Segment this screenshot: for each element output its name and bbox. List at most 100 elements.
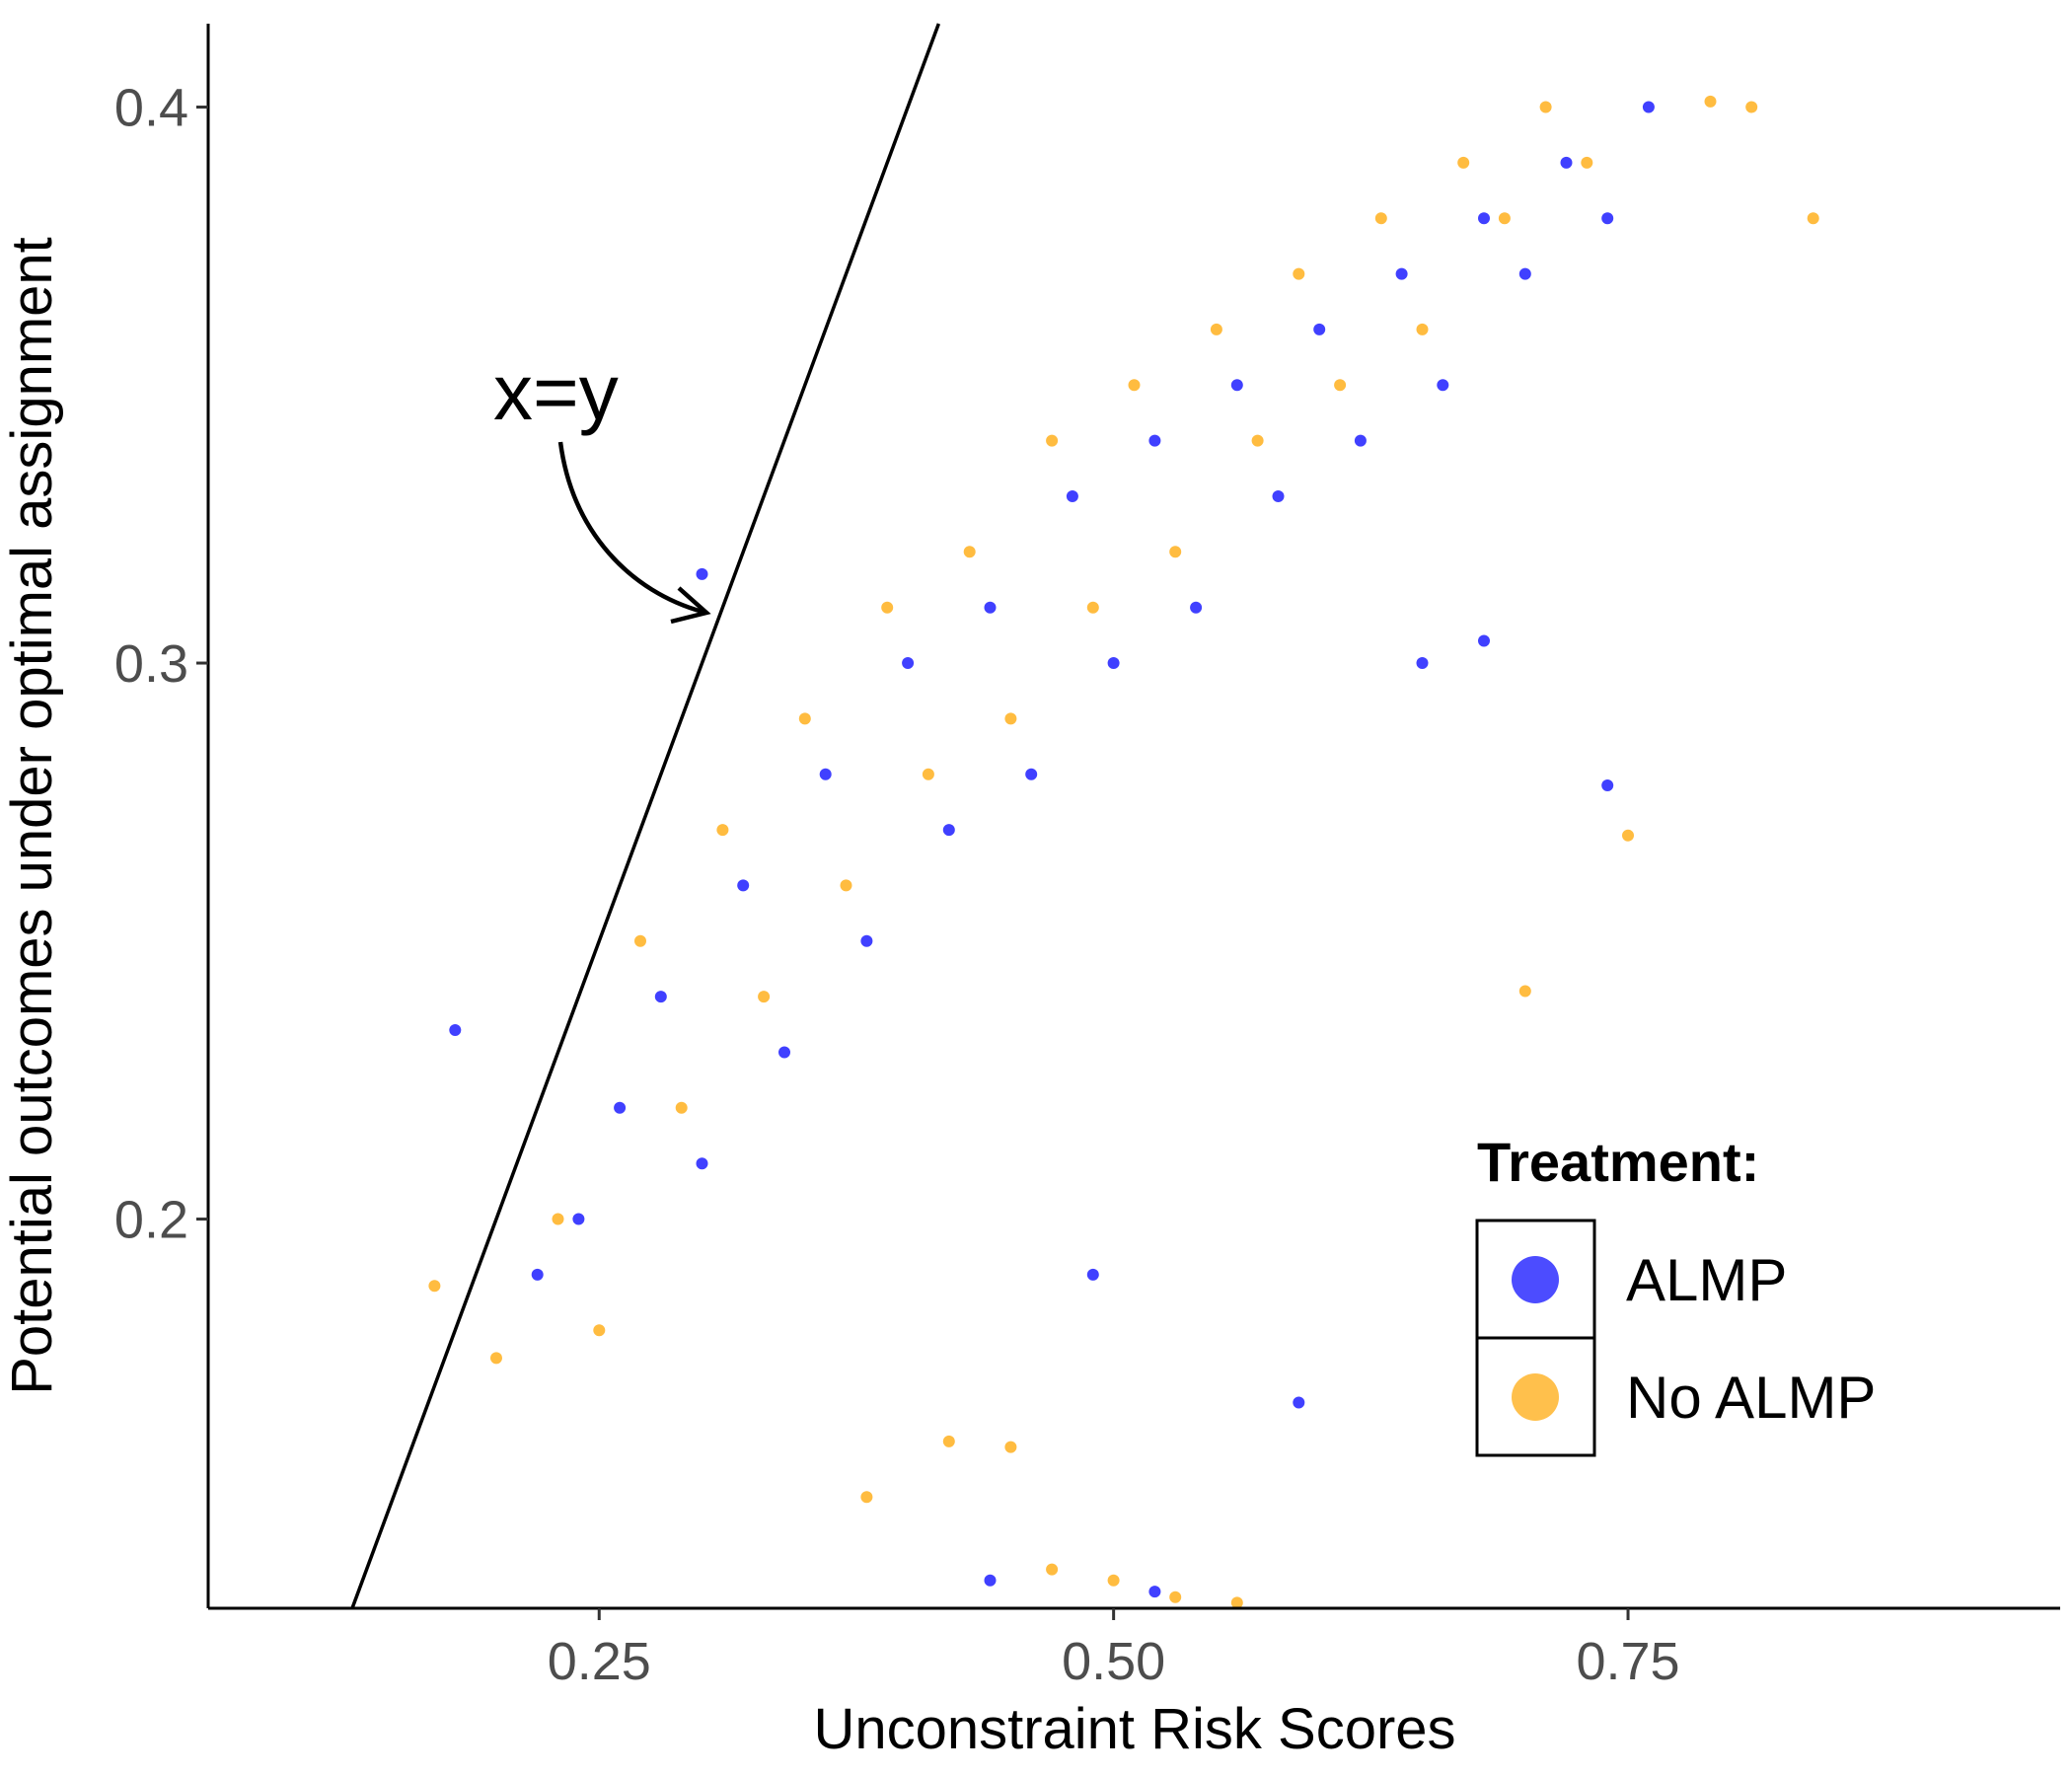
legend: Treatment: ALMP No ALMP: [1475, 1131, 1876, 1457]
plot-area: x=y: [350, 23, 1819, 1609]
data-point: [1086, 1268, 1099, 1281]
data-point: [1478, 212, 1490, 225]
data-point: [798, 712, 811, 725]
legend-swatch-no-almp: [1512, 1373, 1559, 1421]
data-point: [942, 1435, 955, 1447]
y-tick-label: 0.4: [114, 79, 188, 138]
series-no-almp: [428, 95, 1819, 1609]
x-tick-label: 0.75: [1576, 1632, 1679, 1691]
data-point: [675, 1101, 688, 1114]
data-point: [1190, 601, 1203, 614]
data-point: [531, 1268, 544, 1281]
data-point: [963, 546, 976, 558]
data-point: [1581, 156, 1593, 169]
y-axis-title: Potential outcomes under optimal assignm…: [0, 237, 64, 1395]
data-point: [1642, 101, 1655, 113]
data-point: [1518, 985, 1531, 998]
data-point: [1004, 1441, 1017, 1453]
data-point: [716, 824, 729, 837]
legend-label-no-almp: No ALMP: [1626, 1365, 1876, 1431]
data-point: [654, 991, 667, 1003]
data-point: [860, 934, 873, 947]
data-point: [1293, 267, 1305, 280]
data-point: [1086, 601, 1099, 614]
data-point: [819, 768, 832, 780]
points-layer: [428, 95, 1819, 1609]
legend-swatch-almp: [1512, 1256, 1559, 1303]
data-point: [449, 1024, 462, 1036]
data-point: [1539, 101, 1552, 113]
data-point: [1046, 434, 1059, 447]
data-point: [1601, 212, 1614, 225]
data-point: [758, 991, 771, 1003]
data-point: [593, 1324, 606, 1337]
data-point: [1128, 379, 1141, 392]
data-point: [1046, 1563, 1059, 1576]
data-point: [1437, 379, 1449, 392]
x-tick-label: 0.50: [1062, 1632, 1165, 1691]
data-point: [860, 1491, 873, 1504]
data-point: [1498, 212, 1511, 225]
data-point: [984, 1574, 997, 1587]
data-point: [1704, 95, 1717, 108]
data-point: [1251, 434, 1264, 447]
x-tick-label: 0.25: [548, 1632, 651, 1691]
data-point: [1601, 779, 1614, 791]
data-point: [1560, 156, 1573, 169]
y-tick-label: 0.3: [114, 634, 188, 694]
data-point: [1230, 379, 1243, 392]
reference-line-label: x=y: [493, 348, 619, 436]
data-point: [1107, 657, 1120, 669]
data-point: [1374, 212, 1387, 225]
data-point: [881, 601, 894, 614]
data-point: [428, 1280, 441, 1293]
data-point: [840, 879, 852, 892]
data-point: [1272, 490, 1285, 502]
data-point: [778, 1046, 790, 1059]
data-point: [1169, 1591, 1182, 1603]
data-point: [1354, 434, 1367, 447]
data-point: [1416, 323, 1429, 335]
data-point: [696, 1157, 708, 1170]
data-point: [1169, 546, 1182, 558]
data-point: [942, 824, 955, 837]
data-point: [572, 1213, 585, 1225]
data-point: [1334, 379, 1347, 392]
data-point: [1478, 634, 1490, 647]
reference-line-x-equals-y: [350, 23, 941, 1609]
data-point: [634, 934, 646, 947]
data-point: [1293, 1396, 1305, 1409]
data-point: [1210, 323, 1222, 335]
data-point: [552, 1213, 564, 1225]
data-point: [614, 1101, 627, 1114]
legend-key-box-no-almp: [1475, 1336, 1596, 1457]
data-point: [696, 567, 708, 580]
data-point: [1807, 212, 1819, 225]
data-point: [1004, 712, 1017, 725]
data-point: [902, 657, 915, 669]
data-point: [1107, 1574, 1120, 1587]
data-point: [490, 1352, 502, 1365]
data-point: [1457, 156, 1470, 169]
annotation-arrowhead: [670, 586, 711, 625]
data-point: [1622, 829, 1634, 842]
data-point: [922, 768, 934, 780]
x-axis-ticks: 0.25 0.50 0.75: [548, 1608, 1680, 1691]
series-almp: [449, 101, 1655, 1598]
legend-title: Treatment:: [1477, 1131, 1759, 1193]
annotation-arrow: [557, 441, 703, 615]
data-point: [1230, 1596, 1243, 1609]
data-point: [1025, 768, 1038, 780]
data-point: [1395, 267, 1408, 280]
legend-label-almp: ALMP: [1626, 1247, 1787, 1313]
data-point: [1416, 657, 1429, 669]
x-axis-title: Unconstraint Risk Scores: [813, 1697, 1455, 1761]
data-point: [1066, 490, 1078, 502]
data-point: [1313, 323, 1326, 335]
data-point: [1148, 1586, 1161, 1598]
y-tick-label: 0.2: [114, 1191, 188, 1250]
data-point: [1518, 267, 1531, 280]
data-point: [1148, 434, 1161, 447]
y-axis-ticks: 0.2 0.3 0.4: [114, 79, 208, 1250]
